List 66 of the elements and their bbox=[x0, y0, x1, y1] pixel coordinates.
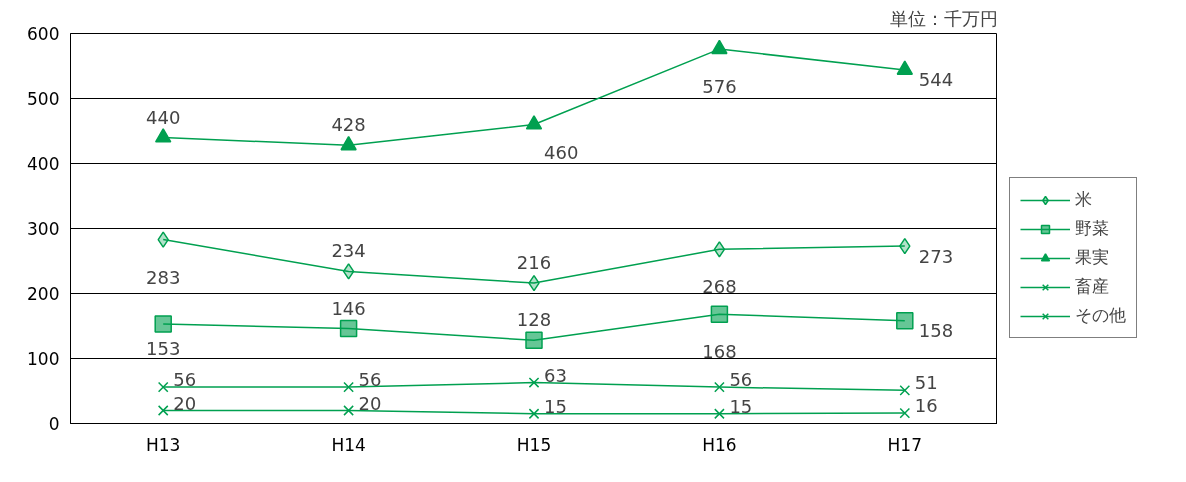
point bbox=[528, 377, 540, 388]
data-label: 51 bbox=[914, 372, 938, 394]
x-tick-label: H13 bbox=[145, 434, 181, 455]
y-tick-label: 500 bbox=[27, 89, 60, 109]
data-label: 273 bbox=[918, 245, 954, 267]
legend-label: 果実 bbox=[1075, 246, 1109, 269]
point bbox=[713, 241, 726, 258]
data-label: 20 bbox=[173, 392, 197, 414]
data-label: 268 bbox=[702, 276, 737, 298]
data-label: 63 bbox=[544, 364, 567, 386]
data-label: 460 bbox=[544, 142, 579, 163]
y-tick-label: 100 bbox=[27, 349, 60, 369]
point bbox=[714, 408, 725, 420]
point bbox=[340, 135, 357, 151]
data-label: 56 bbox=[358, 369, 382, 391]
point bbox=[157, 231, 169, 248]
point bbox=[899, 385, 911, 396]
point bbox=[896, 312, 914, 330]
point bbox=[339, 319, 358, 338]
data-label: 283 bbox=[146, 266, 181, 288]
point bbox=[714, 381, 725, 393]
y-tick-label: 600 bbox=[27, 24, 60, 44]
point bbox=[525, 115, 543, 130]
point bbox=[157, 405, 169, 416]
point bbox=[528, 408, 540, 420]
data-label: 16 bbox=[914, 395, 938, 417]
x-tick-label: H14 bbox=[331, 434, 366, 455]
legend-label: 米 bbox=[1075, 188, 1093, 211]
legend-label: 野菜 bbox=[1075, 217, 1109, 240]
point bbox=[154, 128, 172, 143]
point bbox=[157, 381, 169, 393]
point bbox=[525, 331, 543, 350]
y-tick-label: 400 bbox=[27, 154, 60, 174]
point bbox=[899, 407, 911, 419]
point bbox=[711, 39, 728, 55]
point bbox=[896, 60, 914, 75]
data-label: 544 bbox=[918, 69, 954, 91]
point bbox=[342, 263, 355, 280]
data-label: 158 bbox=[918, 320, 954, 342]
point bbox=[154, 315, 172, 333]
data-label: 20 bbox=[358, 392, 382, 414]
data-label: 216 bbox=[516, 252, 552, 274]
legend-label: その他 bbox=[1075, 304, 1126, 327]
data-label: 146 bbox=[331, 297, 366, 319]
point bbox=[343, 405, 354, 416]
data-label: 428 bbox=[331, 114, 366, 136]
data-label: 56 bbox=[173, 369, 197, 391]
y-tick-label: 0 bbox=[48, 414, 60, 434]
x-tick-label: H16 bbox=[702, 434, 737, 455]
text: 単位：千万円 bbox=[889, 7, 998, 29]
point bbox=[343, 381, 354, 393]
data-label: 440 bbox=[146, 106, 181, 128]
data-label: 15 bbox=[544, 395, 567, 417]
y-tick-label: 200 bbox=[27, 284, 60, 304]
y-tick-label: 300 bbox=[27, 219, 60, 239]
legend-label: 畜産 bbox=[1075, 275, 1109, 298]
data-label: 153 bbox=[146, 338, 181, 360]
data-label: 128 bbox=[516, 309, 552, 331]
x-tick-label: H17 bbox=[887, 434, 923, 455]
data-label: 56 bbox=[729, 369, 753, 391]
data-label: 234 bbox=[331, 240, 366, 262]
data-label: 168 bbox=[702, 341, 737, 363]
x-tick-label: H15 bbox=[516, 434, 552, 455]
data-label: 576 bbox=[702, 76, 737, 98]
data-label: 15 bbox=[729, 395, 753, 417]
point bbox=[710, 305, 729, 324]
